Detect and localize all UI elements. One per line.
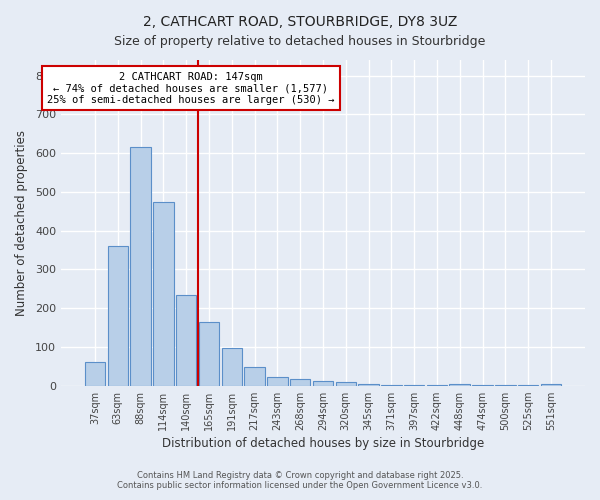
Bar bbox=[541, 384, 561, 386]
Bar bbox=[495, 385, 515, 386]
Text: 2, CATHCART ROAD, STOURBRIDGE, DY8 3UZ: 2, CATHCART ROAD, STOURBRIDGE, DY8 3UZ bbox=[143, 15, 457, 29]
Bar bbox=[335, 382, 356, 386]
Bar bbox=[130, 147, 151, 386]
Bar bbox=[199, 322, 219, 386]
Bar bbox=[244, 367, 265, 386]
Y-axis label: Number of detached properties: Number of detached properties bbox=[15, 130, 28, 316]
Bar bbox=[404, 385, 424, 386]
Bar bbox=[176, 294, 196, 386]
Text: Contains HM Land Registry data © Crown copyright and database right 2025.
Contai: Contains HM Land Registry data © Crown c… bbox=[118, 470, 482, 490]
Bar bbox=[313, 380, 333, 386]
Bar bbox=[358, 384, 379, 386]
Bar bbox=[85, 362, 105, 386]
Bar bbox=[221, 348, 242, 386]
Text: 2 CATHCART ROAD: 147sqm
← 74% of detached houses are smaller (1,577)
25% of semi: 2 CATHCART ROAD: 147sqm ← 74% of detache… bbox=[47, 72, 335, 105]
Bar bbox=[449, 384, 470, 386]
Bar bbox=[107, 246, 128, 386]
Bar bbox=[518, 385, 538, 386]
X-axis label: Distribution of detached houses by size in Stourbridge: Distribution of detached houses by size … bbox=[162, 437, 484, 450]
Bar bbox=[290, 378, 310, 386]
Text: Size of property relative to detached houses in Stourbridge: Size of property relative to detached ho… bbox=[115, 35, 485, 48]
Bar bbox=[153, 202, 173, 386]
Bar bbox=[472, 385, 493, 386]
Bar bbox=[267, 377, 287, 386]
Bar bbox=[381, 384, 401, 386]
